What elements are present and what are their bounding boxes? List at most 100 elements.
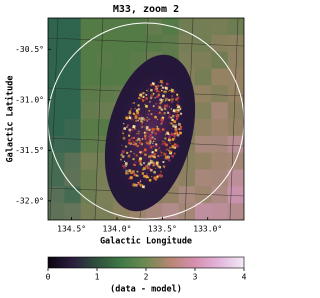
- galaxy-speckle: [123, 126, 127, 131]
- galaxy-speckle: [120, 154, 123, 156]
- background-tile: [227, 18, 244, 36]
- background-tile: [80, 135, 98, 154]
- galaxy-speckle: [122, 132, 125, 135]
- galaxy-speckle: [168, 98, 171, 102]
- galaxy-speckle: [132, 143, 135, 146]
- galaxy-speckle: [121, 153, 123, 155]
- galaxy-speckle: [136, 174, 139, 178]
- galaxy-speckle: [137, 96, 141, 100]
- galaxy-speckle: [154, 156, 157, 159]
- galaxy-speckle: [137, 130, 140, 133]
- galaxy-speckle: [173, 119, 177, 124]
- galaxy-speckle: [177, 122, 182, 127]
- galaxy-speckle: [173, 152, 176, 155]
- galaxy-speckle: [175, 144, 179, 148]
- galaxy-speckle: [171, 114, 175, 118]
- galaxy-speckle: [174, 97, 179, 102]
- galaxy-speckle: [169, 121, 171, 124]
- galaxy-speckle: [178, 131, 183, 135]
- background-tile: [146, 203, 163, 220]
- galaxy-speckle: [170, 116, 173, 119]
- galaxy-speckle: [144, 136, 147, 140]
- galaxy-speckle: [166, 155, 171, 159]
- galaxy-speckle: [170, 97, 175, 101]
- galaxy-speckle: [130, 128, 134, 132]
- galaxy-speckle: [150, 84, 153, 87]
- background-tile: [227, 119, 244, 137]
- background-tile: [227, 34, 244, 53]
- galaxy-speckle: [148, 143, 151, 146]
- background-tile: [113, 34, 131, 53]
- background-tile: [97, 51, 114, 69]
- background-tile: [195, 51, 212, 69]
- galaxy-speckle: [164, 137, 167, 140]
- galaxy-speckle: [150, 128, 152, 130]
- galaxy-speckle: [148, 109, 151, 112]
- galaxy-speckle: [140, 138, 143, 140]
- galaxy-speckle: [138, 159, 142, 163]
- galaxy-speckle: [159, 79, 164, 84]
- galaxy-speckle: [139, 139, 141, 142]
- sky-grid: [229, 18, 239, 220]
- galaxy-speckle: [161, 140, 164, 143]
- y-tick-label: -31.5°: [15, 146, 44, 155]
- colorbar-tick-label: 4: [242, 273, 247, 282]
- galaxy-speckle: [143, 148, 147, 152]
- colorbar-tick-label: 2: [144, 273, 149, 282]
- background-tile: [97, 18, 114, 36]
- galaxy-speckle: [130, 142, 133, 144]
- galaxy-speckle: [124, 161, 128, 166]
- sky-grid: [48, 137, 244, 147]
- galaxy-speckle: [163, 152, 167, 156]
- galaxy-speckle: [168, 106, 171, 108]
- galaxy-speckle: [136, 132, 138, 135]
- galaxy-speckle: [132, 157, 135, 161]
- galaxy-speckle: [173, 134, 176, 138]
- galaxy-speckle: [154, 86, 157, 89]
- galaxy-speckle: [171, 145, 175, 149]
- galaxy-speckle: [156, 177, 159, 180]
- background-tile: [64, 51, 82, 69]
- galaxy-speckle: [153, 84, 155, 86]
- galaxy-speckle: [131, 102, 134, 104]
- background-tile: [80, 152, 98, 170]
- background-tile: [48, 186, 65, 204]
- galaxy-speckle: [134, 115, 138, 120]
- colorbar: [47, 256, 245, 269]
- galaxy-speckle: [149, 133, 152, 137]
- galaxy-speckle: [152, 176, 157, 180]
- background-tile: [80, 186, 98, 204]
- galaxy-speckle: [128, 128, 132, 132]
- galaxy: [104, 54, 196, 212]
- galaxy-speckle: [160, 151, 163, 154]
- galaxy-speckle: [146, 116, 148, 119]
- background-tile: [211, 102, 229, 120]
- x-axis-label: Galactic Longitude: [100, 236, 192, 247]
- background-tile: [195, 68, 212, 86]
- galaxy-speckle: [121, 155, 125, 159]
- galaxy-speckle: [143, 134, 147, 138]
- galaxy-speckle: [127, 172, 130, 175]
- galaxy-speckle: [157, 93, 161, 97]
- background-tile: [113, 18, 131, 36]
- galaxy-speckle: [137, 119, 139, 122]
- galaxy-speckle: [133, 173, 137, 177]
- galaxy-speckle: [168, 149, 173, 154]
- galaxy-speckle: [161, 127, 165, 131]
- background-tile: [97, 203, 114, 220]
- background-tile: [64, 135, 82, 154]
- background-tile: [211, 169, 229, 187]
- galaxy-speckle: [170, 94, 174, 98]
- galaxy-speckle: [164, 143, 169, 147]
- colorbar-tick-label: 1: [95, 273, 100, 282]
- background-tile: [48, 68, 65, 86]
- galaxy-speckle: [128, 131, 132, 134]
- galaxy-speckle: [175, 114, 177, 116]
- background-tile: [195, 152, 212, 170]
- galaxy-speckle: [155, 143, 158, 146]
- galaxy-speckle: [178, 111, 180, 114]
- galaxy-speckle: [125, 125, 128, 129]
- galaxy-speckle: [154, 167, 157, 170]
- background-tile: [64, 152, 82, 170]
- galaxy-speckle: [156, 118, 159, 121]
